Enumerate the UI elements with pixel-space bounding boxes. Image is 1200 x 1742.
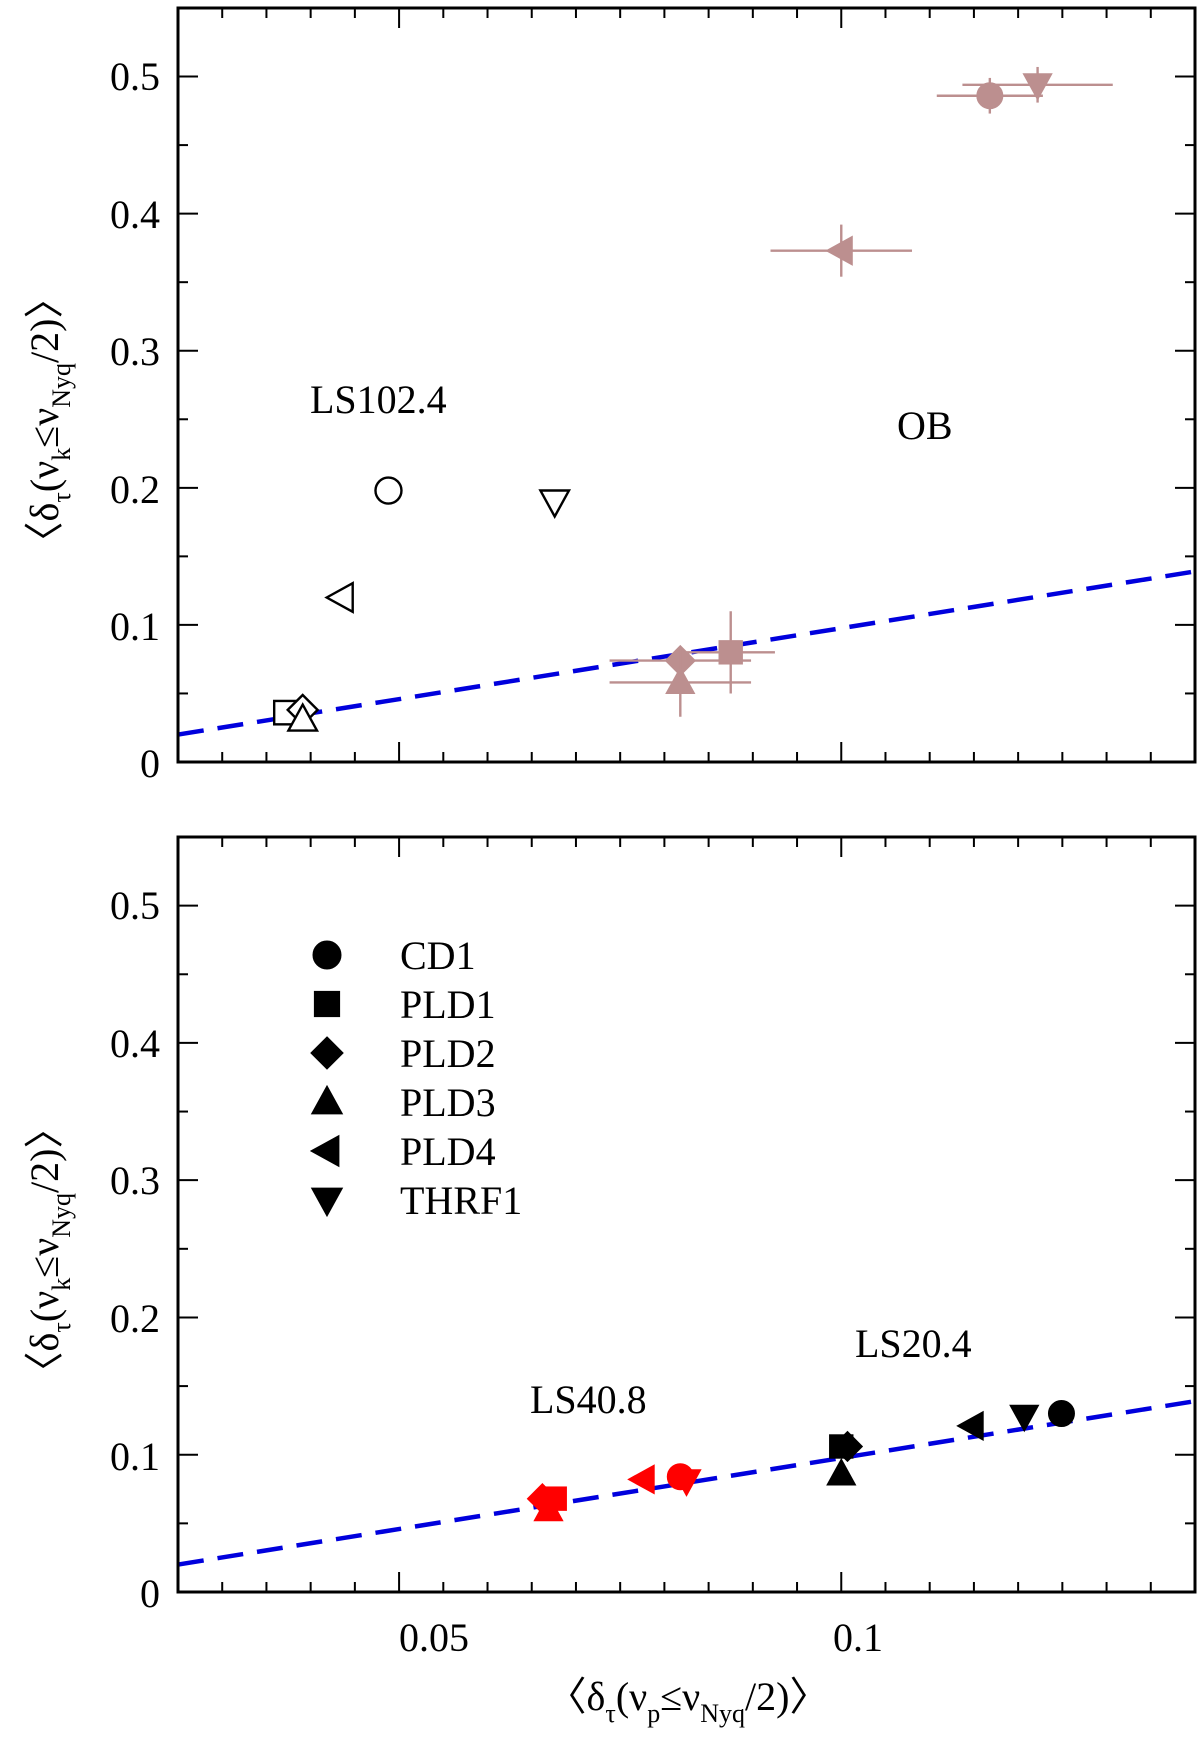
legend-label-thrf1: THRF1 bbox=[400, 1178, 522, 1223]
data-point-ls40-8-pld4 bbox=[627, 1464, 655, 1495]
top-data bbox=[177, 66, 1196, 737]
legend-marker-pld3 bbox=[310, 1084, 344, 1115]
legend-marker-pld4 bbox=[309, 1134, 340, 1168]
bottom-panel: 0 0.1 0.2 0.3 0.4 0.5 0.05 0.1 〈δτ(νp≤νN… bbox=[22, 835, 1197, 1728]
legend-label-pld4: PLD4 bbox=[400, 1129, 496, 1174]
data-point-ls102-4-thrf1 bbox=[538, 489, 572, 519]
legend-marker-cd1 bbox=[312, 940, 342, 970]
data-point-ls20-4-pld4 bbox=[956, 1410, 984, 1442]
y-tick-label-0.1: 0.1 bbox=[110, 1434, 160, 1479]
bottom-plot-frame bbox=[176, 835, 1197, 1594]
y-tick-label-0.4: 0.4 bbox=[110, 192, 160, 237]
data-point-ls20-4-pld3 bbox=[826, 1457, 857, 1486]
y-tick-label-0: 0 bbox=[140, 741, 160, 786]
top-plot-frame bbox=[176, 6, 1197, 764]
y-tick-label-0.5: 0.5 bbox=[110, 54, 160, 99]
annotation-ls20: LS20.4 bbox=[855, 1321, 972, 1366]
data-point-ls40-8-thrf1 bbox=[671, 1469, 702, 1497]
data-point-ob-thrf1 bbox=[1022, 73, 1053, 101]
top-panel: 0 0.1 0.2 0.3 0.4 0.5 〈δτ(νk≤νNyq/2)〉 LS… bbox=[22, 6, 1197, 786]
legend-marker-thrf1 bbox=[310, 1187, 344, 1218]
annotation-ob: OB bbox=[897, 403, 953, 448]
y-tick-label-0.1: 0.1 bbox=[110, 604, 160, 649]
x-tick-label-0.05: 0.05 bbox=[399, 1615, 469, 1660]
data-point-ls102-4-pld3 bbox=[286, 702, 320, 732]
legend-markers bbox=[309, 940, 344, 1218]
legend-marker-pld1 bbox=[313, 990, 341, 1018]
x-axis-label: 〈δτ(νp≤νNyq/2)〉 bbox=[547, 1674, 830, 1728]
y-tick-label-0.4: 0.4 bbox=[110, 1021, 160, 1066]
bottom-ticks bbox=[178, 837, 1195, 1593]
bottom-data bbox=[177, 1398, 1196, 1567]
y-tick-label-0.3: 0.3 bbox=[110, 329, 160, 374]
y-tick-label-0.2: 0.2 bbox=[110, 1296, 160, 1341]
data-point-ls40-8-pld3 bbox=[533, 1493, 564, 1522]
data-point-ls102-4-pld4 bbox=[324, 581, 354, 614]
top-fit-line bbox=[177, 569, 1196, 737]
data-point-ob-pld4 bbox=[825, 235, 853, 266]
data-point-ls102-4-cd1 bbox=[374, 476, 403, 505]
y-tick-label-0: 0 bbox=[140, 1571, 160, 1616]
y-tick-label-0.3: 0.3 bbox=[110, 1158, 160, 1203]
bottom-y-axis-label: 〈δτ(νk≤νNyq/2)〉 bbox=[22, 1109, 76, 1392]
annotation-ls102: LS102.4 bbox=[310, 377, 447, 422]
y-tick-label-0.2: 0.2 bbox=[110, 467, 160, 512]
data-point-ob-pld1 bbox=[718, 640, 743, 665]
legend-label-cd1: CD1 bbox=[400, 933, 476, 978]
y-tick-label-0.5: 0.5 bbox=[110, 883, 160, 928]
x-tick-label-0.1: 0.1 bbox=[833, 1615, 883, 1660]
legend-label-pld3: PLD3 bbox=[400, 1080, 496, 1125]
data-point-ob-pld3 bbox=[665, 666, 696, 694]
legend-label-pld2: PLD2 bbox=[400, 1031, 496, 1076]
data-point-ls20-4-cd1 bbox=[1047, 1400, 1075, 1428]
data-point-ob-cd1 bbox=[976, 82, 1004, 110]
data-point-ls20-4-pld2 bbox=[831, 1430, 864, 1463]
data-point-ls20-4-thrf1 bbox=[1009, 1404, 1040, 1433]
legend-marker-pld2 bbox=[310, 1036, 344, 1070]
legend: CD1 PLD1 PLD2 PLD3 PLD4 THRF1 bbox=[309, 933, 522, 1223]
annotation-ls40: LS40.8 bbox=[530, 1377, 647, 1422]
legend-label-pld1: PLD1 bbox=[400, 982, 496, 1027]
top-y-axis-label: 〈δτ(νk≤νNyq/2)〉 bbox=[22, 279, 76, 562]
